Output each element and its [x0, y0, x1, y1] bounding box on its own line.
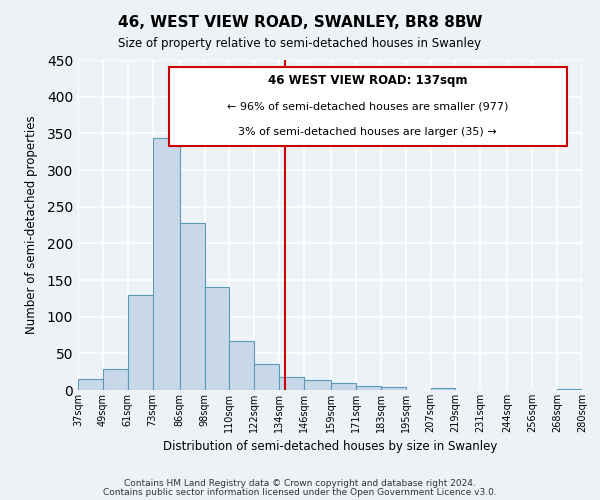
Text: ← 96% of semi-detached houses are smaller (977): ← 96% of semi-detached houses are smalle…	[227, 101, 508, 111]
Bar	[205, 286, 229, 390]
Bar	[431, 388, 455, 390]
Bar	[381, 387, 406, 390]
Bar	[103, 370, 128, 390]
Bar	[557, 388, 582, 390]
Bar	[279, 377, 304, 390]
Text: 3% of semi-detached houses are larger (35) →: 3% of semi-detached houses are larger (3…	[238, 126, 497, 136]
Text: Contains HM Land Registry data © Crown copyright and database right 2024.: Contains HM Land Registry data © Crown c…	[124, 479, 476, 488]
Bar	[128, 294, 152, 390]
Bar	[331, 382, 356, 390]
Text: Size of property relative to semi-detached houses in Swanley: Size of property relative to semi-detach…	[118, 38, 482, 51]
Bar	[229, 341, 254, 390]
Text: 46 WEST VIEW ROAD: 137sqm: 46 WEST VIEW ROAD: 137sqm	[268, 74, 467, 88]
X-axis label: Distribution of semi-detached houses by size in Swanley: Distribution of semi-detached houses by …	[163, 440, 497, 454]
Bar	[152, 138, 179, 390]
FancyBboxPatch shape	[169, 66, 567, 146]
Text: Contains public sector information licensed under the Open Government Licence v3: Contains public sector information licen…	[103, 488, 497, 497]
Text: 46, WEST VIEW ROAD, SWANLEY, BR8 8BW: 46, WEST VIEW ROAD, SWANLEY, BR8 8BW	[118, 15, 482, 30]
Bar	[356, 386, 381, 390]
Bar	[304, 380, 331, 390]
Bar	[254, 364, 279, 390]
Bar	[78, 379, 103, 390]
Bar	[179, 223, 205, 390]
Y-axis label: Number of semi-detached properties: Number of semi-detached properties	[25, 116, 38, 334]
